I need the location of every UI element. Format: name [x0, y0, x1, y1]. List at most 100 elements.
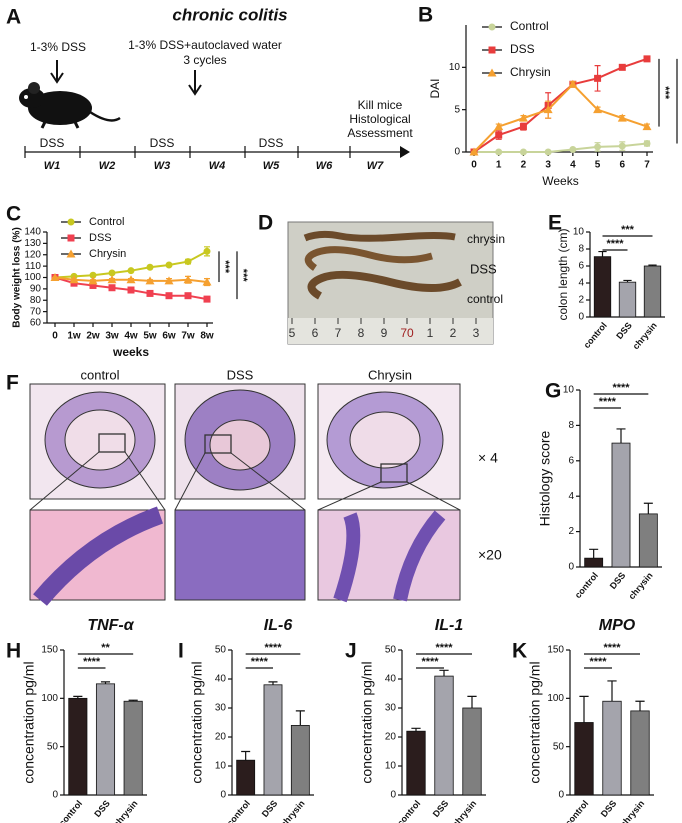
marker	[495, 148, 503, 156]
mouse-icon	[19, 82, 121, 129]
significance-label: ****	[264, 642, 282, 654]
y-tick-label: 6	[578, 261, 584, 272]
column-label: DSS	[227, 367, 254, 382]
panel-label: K	[512, 640, 527, 663]
marker	[495, 131, 503, 139]
error-bar	[598, 250, 607, 257]
x-tick-label: control	[573, 570, 600, 600]
marker	[488, 46, 496, 54]
y-tick-label: 0	[454, 147, 460, 158]
x-tick-label: 7w	[181, 331, 195, 342]
marker	[594, 143, 602, 151]
significance-label: ****	[599, 396, 617, 408]
x-tick-label: chrysin	[450, 798, 478, 823]
column-label: Chrysin	[368, 367, 412, 382]
treatment-label: DSS	[40, 136, 65, 150]
ruler-number: 2	[450, 326, 457, 340]
bar	[584, 557, 604, 568]
y-tick-label: 150	[41, 645, 58, 656]
week-label: W1	[44, 160, 61, 172]
y-tick-label: 40	[215, 674, 227, 685]
y-tick-label: 50	[385, 645, 397, 656]
series-line	[473, 57, 648, 153]
error-bar	[635, 700, 645, 711]
marker	[183, 275, 193, 284]
photo-label: control	[467, 292, 503, 306]
panel-label: G	[545, 380, 561, 403]
y-tick-label: 0	[558, 790, 564, 801]
bar	[290, 725, 310, 796]
ruler	[288, 318, 493, 344]
marker	[126, 275, 136, 284]
bar	[263, 684, 283, 796]
x-tick-label: chrysin	[631, 320, 659, 351]
x-tick-label: control	[563, 798, 590, 823]
error-bar	[607, 680, 617, 702]
error-bar	[648, 264, 657, 266]
y-tick-label: 0	[220, 790, 226, 801]
marker	[89, 271, 97, 279]
arrow	[188, 70, 202, 96]
y-axis-label: Body weight loss (%)	[12, 227, 23, 328]
significance-label: ****	[83, 656, 101, 668]
y-tick-label: 50	[47, 741, 59, 752]
marker	[69, 275, 79, 284]
chart-title: IL-1	[435, 617, 464, 634]
error-bar	[643, 502, 653, 514]
y-tick-label: 70	[30, 306, 42, 317]
x-tick-label: chrysin	[626, 570, 654, 601]
x-tick-label: DSS	[260, 798, 280, 819]
marker	[184, 292, 192, 300]
marker	[88, 276, 98, 285]
significance-label: ***	[659, 86, 671, 100]
marker	[50, 273, 60, 281]
error-bar	[241, 750, 251, 761]
y-axis-label: colon length (cm)	[556, 228, 570, 320]
marker	[519, 148, 527, 156]
marker	[67, 234, 75, 242]
ruler-numbers: 5 6 7 8 9 70 1 2 3	[289, 326, 480, 340]
significance-label: ****	[606, 238, 624, 250]
x-tick-label: 6w	[162, 331, 176, 342]
bar	[638, 513, 658, 568]
ruler-number: 3	[473, 326, 480, 340]
marker	[594, 74, 602, 82]
bar	[611, 442, 631, 568]
week-label: W6	[316, 160, 333, 172]
marker	[617, 113, 627, 122]
significance-label: ***	[677, 95, 682, 109]
y-tick-label: 10	[449, 62, 461, 73]
error-bar	[439, 669, 449, 677]
bar	[123, 700, 143, 796]
y-tick-label: 40	[385, 674, 397, 685]
x-tick-label: 3	[545, 160, 551, 171]
panel-label: H	[6, 640, 21, 663]
y-axis-label: concentration pg/ml	[21, 661, 37, 783]
x-tick-label: 2w	[86, 331, 100, 342]
y-tick-label: 100	[41, 693, 58, 704]
error-bar	[268, 681, 278, 685]
bar	[406, 730, 426, 796]
bar	[574, 722, 594, 796]
marker	[519, 123, 527, 131]
legend-label: DSS	[510, 42, 535, 56]
x-tick-label: 2	[521, 160, 527, 171]
x-tick-label: 0	[52, 331, 58, 342]
y-tick-label: 80	[30, 295, 42, 306]
marker	[487, 68, 497, 77]
bar	[602, 700, 622, 796]
x-tick-label: 1w	[67, 331, 81, 342]
bar	[236, 759, 256, 796]
bar	[630, 710, 650, 796]
y-tick-label: 150	[547, 645, 564, 656]
step-text: 3 cycles	[183, 53, 226, 67]
y-tick-label: 140	[24, 227, 41, 238]
x-tick-label: DSS	[431, 798, 451, 819]
treatment-label: DSS	[150, 136, 175, 150]
x-tick-label: 7	[644, 160, 650, 171]
magnification-label: × 4	[478, 450, 498, 466]
error-bar	[467, 695, 477, 708]
week-label: W5	[263, 160, 280, 172]
y-tick-label: 8	[568, 420, 574, 431]
